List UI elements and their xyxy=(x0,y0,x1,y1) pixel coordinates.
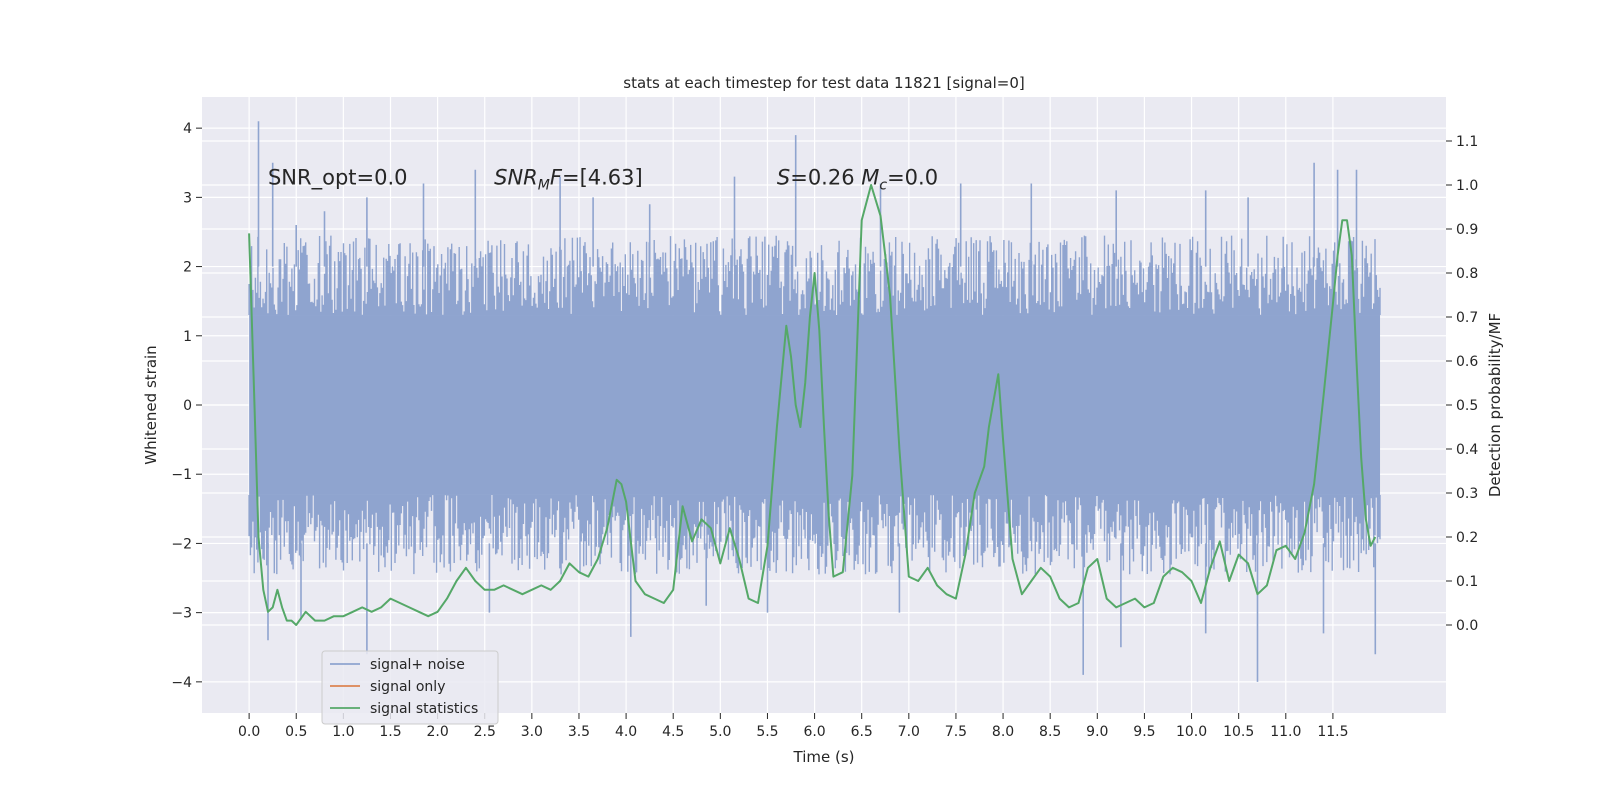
x-tick-label-5: 2.5 xyxy=(474,724,496,740)
x-tick-label-13: 6.5 xyxy=(851,724,873,740)
y-right-tick-label-7: 0.7 xyxy=(1456,310,1478,326)
noise-upper-spikes xyxy=(248,235,1381,315)
x-tick-label-1: 0.5 xyxy=(285,724,307,740)
y-left-tick-label-1: −3 xyxy=(171,606,192,622)
x-tick-label-4: 2.0 xyxy=(426,724,448,740)
legend-label-signal-statistics: signal statistics xyxy=(370,701,478,717)
legend-label-signal-only: signal only xyxy=(370,679,445,695)
y-left-tick-label-0: −4 xyxy=(171,675,192,691)
x-tick-label-16: 8.0 xyxy=(992,724,1014,740)
legend-label-signal-noise: signal+ noise xyxy=(370,657,465,673)
y-right-tick-label-10: 1.0 xyxy=(1456,178,1478,194)
y-left-tick-label-6: 2 xyxy=(183,260,192,276)
x-tick-label-2: 1.0 xyxy=(332,724,354,740)
y-right-tick-label-9: 0.9 xyxy=(1456,222,1478,238)
series-signal-noise xyxy=(248,121,1381,682)
y-axis-label-left: Whitened strain xyxy=(142,345,160,464)
x-tick-label-9: 4.5 xyxy=(662,724,684,740)
x-axis: 0.0 0.5 1.0 1.5 2.0 2.5 3.0 3.5 4.0 4.5 5.0 5.5 6.0 6… xyxy=(238,713,1348,740)
x-axis-label: Time (s) xyxy=(793,748,855,766)
x-tick-label-15: 7.5 xyxy=(945,724,967,740)
y-right-tick-label-4: 0.4 xyxy=(1456,442,1478,458)
annotations: SNR_opt=0.0 SNRMF=[4.63] S=0.26 Mc=0.0 xyxy=(268,166,938,194)
y-right-tick-label-1: 0.1 xyxy=(1456,574,1478,590)
legend-box xyxy=(321,650,499,725)
y-right-tick-label-11: 1.1 xyxy=(1456,134,1478,150)
left-axis: −4 −3 −2 −1 0 1 2 3 4 xyxy=(171,121,202,691)
x-tick-label-12: 6.0 xyxy=(803,724,825,740)
y-right-tick-label-3: 0.3 xyxy=(1456,486,1478,502)
x-tick-label-6: 3.0 xyxy=(521,724,543,740)
x-tick-label-7: 3.5 xyxy=(568,724,590,740)
x-tick-label-22: 11.0 xyxy=(1270,724,1301,740)
x-tick-label-8: 4.0 xyxy=(615,724,637,740)
x-tick-label-0: 0.0 xyxy=(238,724,260,740)
x-tick-label-19: 9.5 xyxy=(1133,724,1155,740)
y-left-tick-label-3: −1 xyxy=(171,467,192,483)
series-signal-statistics xyxy=(248,184,1377,626)
right-axis: 0.0 0.1 0.2 0.3 0.4 0.5 0.6 0.7 0.8 0.9 1.0 1.1 xyxy=(1446,134,1478,634)
y-right-tick-label-0: 0.0 xyxy=(1456,618,1478,634)
y-right-tick-label-6: 0.6 xyxy=(1456,354,1478,370)
annotation-0: SNR_opt=0.0 xyxy=(268,166,408,191)
y-axis-label-right: Detection probability/MF xyxy=(1486,313,1504,497)
y-left-tick-label-5: 1 xyxy=(183,329,192,345)
x-tick-label-21: 10.5 xyxy=(1223,724,1254,740)
x-tick-label-10: 5.0 xyxy=(709,724,731,740)
x-tick-label-11: 5.5 xyxy=(756,724,778,740)
x-tick-label-17: 8.5 xyxy=(1039,724,1061,740)
noise-core-band xyxy=(249,315,1381,495)
legend: signal+ noise signal only signal statist… xyxy=(321,650,499,725)
x-tick-label-14: 7.0 xyxy=(898,724,920,740)
x-tick-label-18: 9.0 xyxy=(1086,724,1108,740)
x-tick-label-20: 10.0 xyxy=(1176,724,1207,740)
y-right-tick-label-5: 0.5 xyxy=(1456,398,1478,414)
annotation-1: SNRMF=[4.63] xyxy=(494,166,643,194)
y-right-tick-label-8: 0.8 xyxy=(1456,266,1478,282)
annotation-2: S=0.26 Mc=0.0 xyxy=(777,166,938,194)
y-left-tick-label-7: 3 xyxy=(183,190,192,206)
chart-title: stats at each timestep for test data 118… xyxy=(623,74,1024,92)
y-right-tick-label-2: 0.2 xyxy=(1456,530,1478,546)
x-tick-label-23: 11.5 xyxy=(1317,724,1348,740)
y-left-tick-label-2: −2 xyxy=(171,536,192,552)
y-left-tick-label-4: 0 xyxy=(183,398,192,414)
y-left-tick-label-8: 4 xyxy=(183,121,192,137)
signal-statistics-line xyxy=(248,184,1377,626)
x-tick-label-3: 1.5 xyxy=(379,724,401,740)
